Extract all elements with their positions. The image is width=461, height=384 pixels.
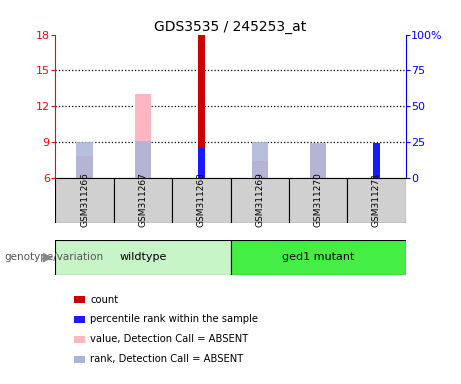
Bar: [172, 178, 230, 223]
Text: GSM311267: GSM311267: [138, 172, 148, 227]
Bar: [77, 142, 93, 178]
Bar: [289, 178, 347, 223]
Bar: [135, 94, 151, 178]
Text: genotype/variation: genotype/variation: [5, 252, 104, 262]
Bar: [230, 240, 406, 275]
Bar: [310, 144, 326, 178]
Text: GSM311270: GSM311270: [313, 172, 323, 227]
Text: GSM311269: GSM311269: [255, 172, 264, 227]
Bar: [55, 178, 114, 223]
Text: GSM311268: GSM311268: [197, 172, 206, 227]
Bar: [135, 141, 151, 178]
Bar: [230, 178, 289, 223]
Bar: [347, 178, 406, 223]
Bar: [198, 35, 205, 178]
Text: wildtype: wildtype: [119, 252, 166, 262]
Text: ▶: ▶: [43, 251, 53, 264]
Bar: [310, 143, 326, 178]
Text: ged1 mutant: ged1 mutant: [282, 252, 354, 262]
Text: count: count: [90, 295, 118, 305]
Text: percentile rank within the sample: percentile rank within the sample: [90, 314, 258, 324]
Bar: [252, 142, 268, 178]
Text: GSM311266: GSM311266: [80, 172, 89, 227]
Text: value, Detection Call = ABSENT: value, Detection Call = ABSENT: [90, 334, 248, 344]
Bar: [77, 156, 93, 178]
Text: GSM311271: GSM311271: [372, 172, 381, 227]
Bar: [252, 161, 268, 178]
Bar: [198, 148, 205, 178]
Bar: [114, 178, 172, 223]
Bar: [55, 240, 230, 275]
Bar: [373, 143, 380, 178]
Text: rank, Detection Call = ABSENT: rank, Detection Call = ABSENT: [90, 354, 243, 364]
Title: GDS3535 / 245253_at: GDS3535 / 245253_at: [154, 20, 307, 33]
Bar: [373, 146, 380, 178]
